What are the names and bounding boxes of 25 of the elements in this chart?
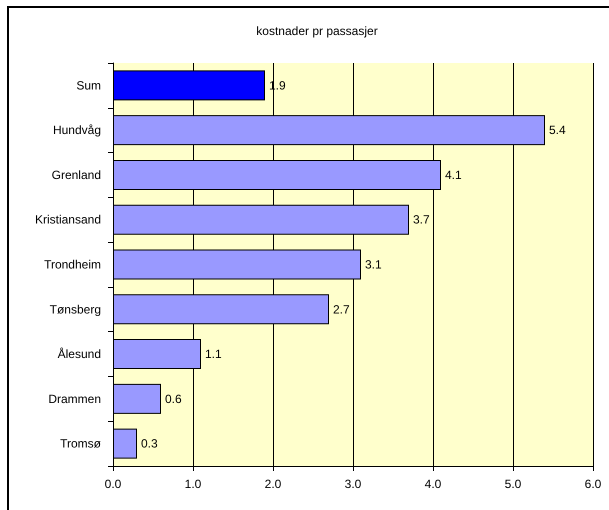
y-tick-label: Ålesund xyxy=(58,347,101,362)
data-label: 3.1 xyxy=(365,258,382,272)
y-tick-label: Grenland xyxy=(52,168,101,182)
data-label: 0.3 xyxy=(141,436,158,451)
x-tick-label: 4.0 xyxy=(424,477,442,491)
y-tick-label: Tønsberg xyxy=(50,302,101,316)
x-tick-label: 2.0 xyxy=(264,477,282,491)
y-tick-label: Drammen xyxy=(48,392,101,406)
data-label: 3.7 xyxy=(413,212,430,227)
data-label: 4.1 xyxy=(445,168,462,182)
x-tick-label: 3.0 xyxy=(344,477,362,491)
data-label: 0.6 xyxy=(165,392,182,406)
x-tick-label: 0.0 xyxy=(104,477,122,491)
y-tick-label: Hundvåg xyxy=(52,123,101,138)
x-tick-label: 5.0 xyxy=(504,477,522,491)
y-tick-label: Tromsø xyxy=(60,436,102,451)
data-label: 5.4 xyxy=(549,123,566,138)
data-label: 2.7 xyxy=(333,302,350,316)
x-tick-label: 6.0 xyxy=(584,477,602,491)
data-label: 1.1 xyxy=(205,347,222,362)
y-tick-label: Trondheim xyxy=(44,258,101,272)
chart-title: kostnader pr passasjer xyxy=(256,24,378,38)
y-tick-label: Kristiansand xyxy=(34,212,101,227)
x-tick-label: 1.0 xyxy=(184,477,202,491)
y-tick-label: Sum xyxy=(76,78,101,92)
